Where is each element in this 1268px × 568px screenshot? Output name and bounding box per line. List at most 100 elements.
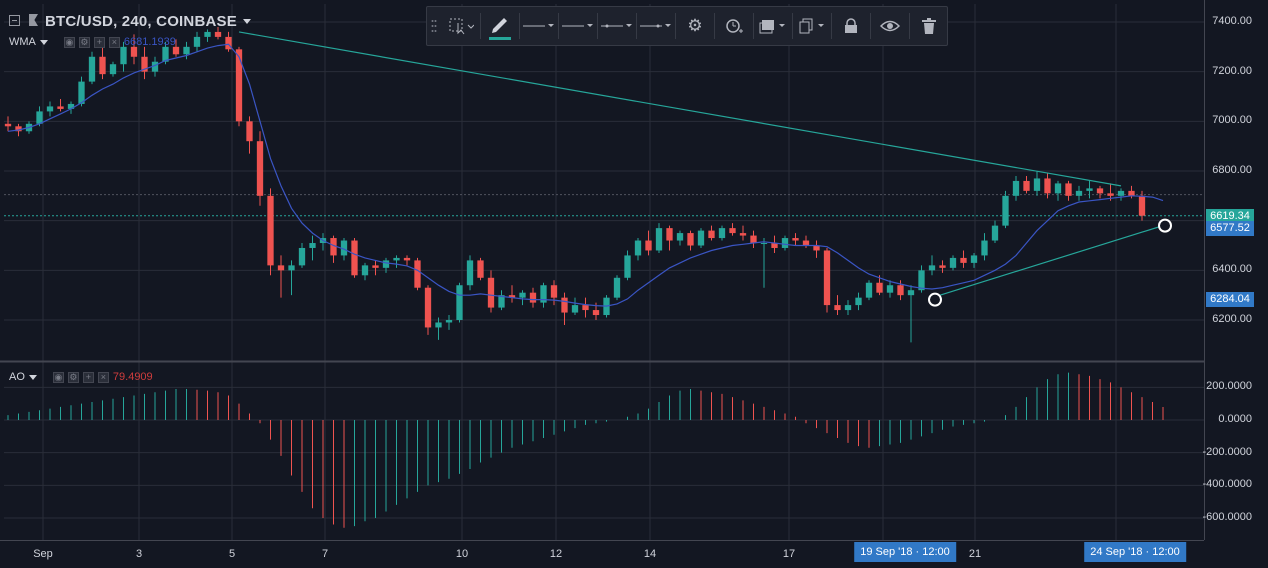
candle bbox=[46, 101, 54, 117]
candle-body bbox=[844, 305, 852, 311]
candle bbox=[99, 46, 106, 80]
close-icon[interactable]: × bbox=[97, 371, 109, 383]
candle bbox=[4, 116, 12, 132]
candle bbox=[834, 295, 841, 316]
candle-body bbox=[729, 228, 736, 234]
candle bbox=[729, 223, 736, 236]
symbol-title[interactable]: BTC/USD, 240, COINBASE bbox=[45, 13, 237, 30]
candle-body bbox=[1044, 178, 1051, 194]
object-tree-icon[interactable] bbox=[755, 7, 791, 45]
line-style-icon bbox=[523, 24, 554, 27]
candle-body bbox=[393, 257, 400, 261]
ao-tick-label: 0.0000 bbox=[1218, 413, 1252, 425]
candle-body bbox=[781, 238, 789, 248]
drag-handle-icon[interactable] bbox=[427, 7, 441, 45]
price-tag: 6619.34 bbox=[1206, 208, 1254, 224]
candle bbox=[57, 98, 64, 112]
eye-icon[interactable] bbox=[872, 7, 908, 45]
lock-icon[interactable] bbox=[833, 7, 869, 45]
alert-clock-icon[interactable] bbox=[716, 7, 752, 45]
wma-label[interactable]: WMA bbox=[9, 36, 36, 48]
candle bbox=[949, 255, 957, 271]
ao-label[interactable]: AO bbox=[9, 371, 25, 383]
candle bbox=[1012, 175, 1020, 201]
candle-body bbox=[120, 46, 127, 65]
plus-icon[interactable]: + bbox=[93, 36, 105, 48]
candle bbox=[792, 233, 799, 246]
candle bbox=[844, 300, 852, 316]
candle bbox=[88, 51, 96, 85]
candle bbox=[1033, 171, 1041, 196]
candle-body bbox=[907, 290, 915, 296]
candle-body bbox=[571, 305, 579, 313]
candle-body bbox=[582, 305, 589, 311]
candle-body bbox=[676, 233, 684, 241]
gear-icon[interactable]: ⚙ bbox=[78, 36, 90, 48]
candle-body bbox=[750, 235, 757, 244]
candle-body bbox=[193, 36, 201, 47]
candle-body bbox=[1086, 188, 1093, 191]
visibility-icon[interactable]: ◉ bbox=[52, 371, 64, 383]
flag-icon[interactable] bbox=[29, 14, 38, 26]
gear-icon[interactable]: ⚙ bbox=[687, 16, 703, 35]
candle bbox=[424, 285, 432, 335]
candle-body bbox=[109, 64, 117, 75]
price-tag: 6284.04 bbox=[1206, 292, 1254, 308]
candle bbox=[330, 235, 337, 263]
visibility-icon[interactable]: ◉ bbox=[63, 36, 75, 48]
line-color-button[interactable] bbox=[521, 7, 557, 45]
candle-body bbox=[340, 240, 348, 256]
line-width-button[interactable] bbox=[560, 7, 596, 45]
candle bbox=[109, 61, 117, 77]
chevron-down-icon[interactable] bbox=[28, 374, 37, 380]
candle bbox=[823, 247, 831, 313]
candle bbox=[645, 230, 652, 256]
candle-body bbox=[687, 233, 694, 246]
chevron-down-icon[interactable] bbox=[39, 39, 48, 45]
wma-series-line bbox=[7, 43, 1164, 307]
candle bbox=[781, 235, 789, 251]
candle bbox=[991, 220, 999, 244]
select-tool-button[interactable] bbox=[443, 7, 479, 45]
price-tick-label: 6200.00 bbox=[1212, 313, 1252, 325]
candle-body bbox=[792, 238, 799, 241]
plus-icon[interactable]: + bbox=[82, 371, 94, 383]
chevron-down-icon[interactable] bbox=[243, 19, 251, 24]
candle bbox=[1096, 185, 1104, 199]
candle-body bbox=[1138, 195, 1146, 216]
grid-layer bbox=[4, 4, 1204, 540]
candle-body bbox=[886, 285, 894, 293]
candle bbox=[739, 225, 747, 241]
selection-icon bbox=[449, 18, 474, 35]
line-end-button[interactable] bbox=[638, 7, 674, 45]
candle bbox=[1044, 173, 1051, 199]
candle bbox=[193, 31, 201, 52]
candle bbox=[960, 250, 967, 268]
time-tick-label: 3 bbox=[135, 548, 143, 560]
candle-body bbox=[403, 257, 411, 261]
candle-body bbox=[865, 282, 873, 298]
gear-icon[interactable]: ⚙ bbox=[67, 371, 79, 383]
candle-body bbox=[655, 228, 663, 251]
close-icon[interactable]: × bbox=[108, 36, 120, 48]
candle-body bbox=[88, 56, 96, 82]
candle bbox=[886, 280, 894, 298]
candle bbox=[256, 131, 264, 206]
candle bbox=[183, 41, 190, 60]
candle bbox=[981, 233, 988, 261]
candle-body bbox=[1012, 180, 1020, 196]
brush-tool-button[interactable] bbox=[482, 7, 518, 45]
clone-icon[interactable] bbox=[794, 7, 830, 45]
ao-tick-label: -200.0000 bbox=[1202, 445, 1252, 458]
candle-body bbox=[351, 240, 358, 276]
collapse-pane-button[interactable] bbox=[9, 15, 20, 26]
trash-icon[interactable] bbox=[911, 7, 947, 45]
ao-tick-label: 200.0000 bbox=[1206, 380, 1252, 393]
candle-body bbox=[624, 255, 631, 278]
candle bbox=[624, 250, 631, 281]
candle-body bbox=[918, 270, 925, 291]
candle-body bbox=[424, 287, 432, 328]
line-start-button[interactable] bbox=[599, 7, 635, 45]
